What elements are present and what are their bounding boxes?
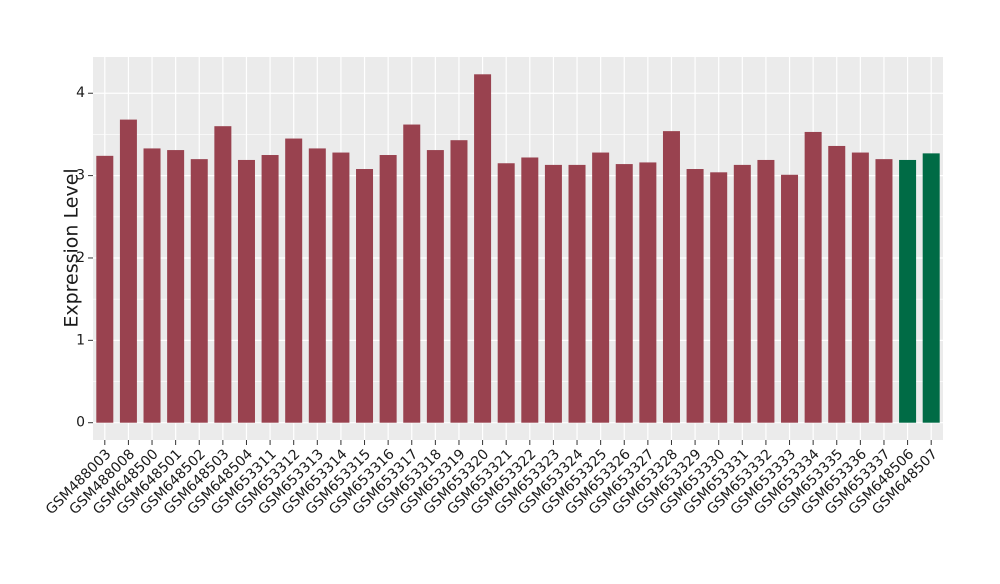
y-tick-label: 0 xyxy=(76,415,85,431)
bar xyxy=(450,140,468,423)
bar xyxy=(686,169,704,423)
bar xyxy=(922,153,940,423)
bar xyxy=(804,131,822,423)
y-tick-label: 2 xyxy=(76,250,85,266)
bar xyxy=(662,131,680,423)
y-tick-label: 3 xyxy=(76,168,85,184)
bar xyxy=(403,124,421,423)
bar xyxy=(521,157,539,423)
bar xyxy=(544,164,562,423)
y-tick-label: 1 xyxy=(76,332,85,348)
bar xyxy=(356,169,374,423)
bar xyxy=(167,150,185,423)
bar xyxy=(119,119,137,423)
bar xyxy=(568,164,586,423)
bar xyxy=(379,155,397,423)
bar xyxy=(828,145,846,423)
bar xyxy=(214,126,232,423)
bar xyxy=(899,159,917,423)
bar xyxy=(190,159,208,423)
bar xyxy=(592,152,610,423)
bar xyxy=(615,164,633,423)
bar xyxy=(332,152,350,423)
bar xyxy=(710,172,728,423)
bar xyxy=(851,152,869,423)
bar xyxy=(875,159,893,423)
bar xyxy=(733,164,751,423)
y-axis-label: Expression Level xyxy=(61,168,83,327)
bar xyxy=(237,159,255,423)
bar xyxy=(757,159,775,423)
bar xyxy=(639,162,657,423)
y-tick-label: 4 xyxy=(76,85,85,101)
bar xyxy=(781,174,799,423)
bar xyxy=(285,138,303,423)
panel-background xyxy=(93,57,943,440)
bar xyxy=(143,148,161,423)
bar xyxy=(308,148,326,423)
bar xyxy=(96,155,114,423)
bar xyxy=(426,150,444,423)
bar xyxy=(474,74,492,423)
bar xyxy=(261,155,279,423)
bar xyxy=(497,163,515,423)
